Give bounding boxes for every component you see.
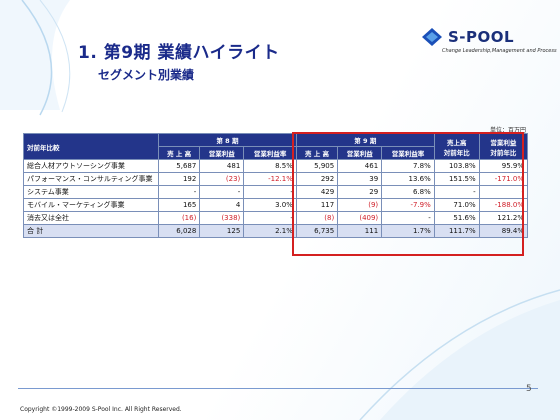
table-row: パフォーマンス・コンサルティング事業 192 (23) -12.1% 292 3… (23, 172, 529, 186)
sub-header: 営業利益率 (381, 146, 435, 160)
table-cell: - (157, 185, 201, 199)
table-cell: 8.5% (243, 159, 297, 173)
table-cell: 71.0% (433, 198, 480, 212)
table-cell: (23) (199, 172, 245, 186)
sub-header: 営業利益 (337, 146, 383, 160)
table-cell: (9) (337, 198, 383, 212)
table-cell: 95.9% (478, 159, 529, 173)
sub-header: 売 上 高 (157, 146, 201, 160)
table-cell: 51.6% (433, 211, 480, 225)
total-label: 合 計 (23, 224, 159, 238)
row-label: パフォーマンス・コンサルティング事業 (23, 172, 159, 186)
table-cell: 6,028 (157, 224, 201, 238)
table-cell: - (433, 185, 480, 199)
table-cell: 13.6% (381, 172, 435, 186)
total-row: 合 計 6,028 125 2.1% 6,735 111 1.7% 111.7%… (23, 224, 529, 238)
table-row: 総合人材アウトソーシング事業 5,687 481 8.5% 5,905 461 … (23, 159, 529, 173)
company-logo: S-POOL Change Leadership,Management and … (420, 27, 557, 57)
table-cell: 39 (337, 172, 383, 186)
table-cell: 103.8% (433, 159, 480, 173)
table-cell: (16) (157, 211, 201, 225)
segment-results-table: 対前年比較 第 8 期 第 9 期 売上高 対前年比 営業利益 対前年比 売 上… (23, 133, 529, 238)
table-cell: 1.7% (381, 224, 435, 238)
logo-mark-icon (422, 28, 442, 46)
table-cell: 3.0% (243, 198, 297, 212)
row-label: 総合人材アウトソーシング事業 (23, 159, 159, 173)
footer-divider (18, 388, 538, 389)
table-cell: 111 (337, 224, 383, 238)
table-cell: 111.7% (433, 224, 480, 238)
table-cell: 192 (157, 172, 201, 186)
row-label: 消去又は全社 (23, 211, 159, 225)
row-label: モバイル・マーケティング事業 (23, 198, 159, 212)
table-row: システム事業 - - - 429 29 6.8% - - (23, 185, 529, 199)
logo-name: S-POOL (448, 28, 515, 46)
table-cell: 5,687 (157, 159, 201, 173)
table-cell: 165 (157, 198, 201, 212)
unit-note: 単位：百万円 (490, 127, 527, 134)
period9-highlight-box (292, 132, 524, 256)
sub-header: 営業利益率 (243, 146, 297, 160)
table-cell: 89.4% (478, 224, 529, 238)
row-label: システム事業 (23, 185, 159, 199)
logo-tagline: Change Leadership,Management and Process (442, 48, 557, 54)
table-cell: 7.8% (381, 159, 435, 173)
table-cell: 4 (199, 198, 245, 212)
table-cell: 2.1% (243, 224, 297, 238)
table-cell: - (381, 211, 435, 225)
table-cell: 125 (199, 224, 245, 238)
table-cell: -12.1% (243, 172, 297, 186)
table-cell: 151.5% (433, 172, 480, 186)
page-number: 5 (526, 384, 532, 394)
table-cell: 117 (295, 198, 339, 212)
period8-header: 第 8 期 (158, 133, 297, 147)
table-cell: -171.0% (478, 172, 529, 186)
sub-header: 営業利益 (199, 146, 245, 160)
corner-header: 対前年比較 (23, 133, 159, 160)
table-cell: - (199, 185, 245, 199)
table-cell: (338) (199, 211, 245, 225)
table-cell: 481 (199, 159, 245, 173)
slide-title: 1. 第9期 業績ハイライト (78, 43, 280, 63)
table-cell: 6,735 (295, 224, 339, 238)
table-cell: - (243, 211, 297, 225)
table-cell: - (243, 185, 297, 199)
copyright-text: Copyright ©1999-2009 S-Pool Inc. All Rig… (20, 406, 182, 413)
slide-subtitle: セグメント別業績 (98, 68, 195, 82)
table-row: 消去又は全社 (16) (338) - (8) (409) - 51.6% 12… (23, 211, 529, 225)
